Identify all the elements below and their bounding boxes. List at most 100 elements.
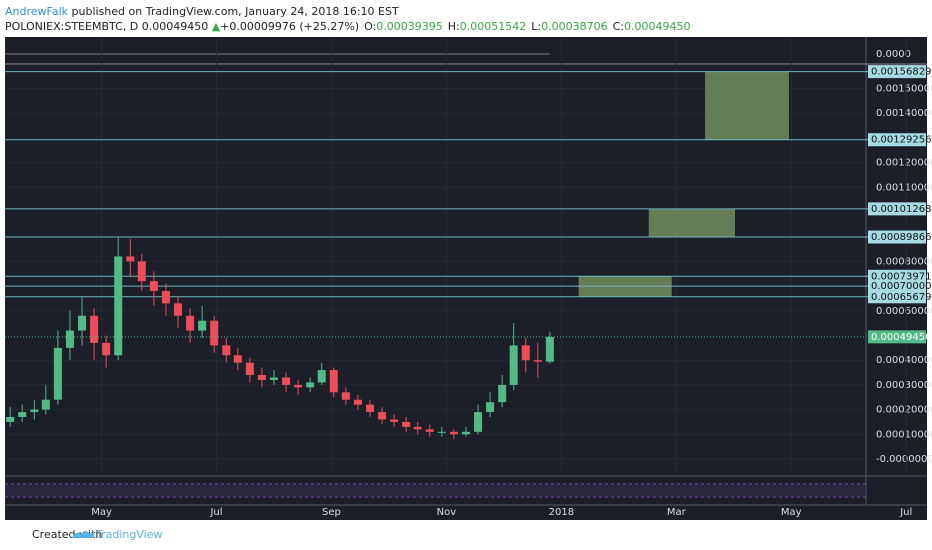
candle-body [378, 412, 387, 420]
candle-body [114, 256, 123, 356]
y-tick-label: 0.00060000 [876, 306, 932, 317]
x-tick-label: May [781, 507, 802, 518]
x-tick-label: Jul [899, 507, 912, 518]
y-tick-label: 0.00040000 [876, 355, 932, 366]
ohlc-value: 0.00038706 [541, 20, 607, 33]
candle-body [78, 315, 87, 331]
change: +0.00009976 (+25.27%) [220, 20, 359, 33]
x-tick-label: Sep [322, 507, 341, 518]
candle-body [425, 429, 434, 432]
logo [72, 531, 94, 538]
level-label-bg [868, 279, 926, 293]
x-tick-label: Mar [667, 507, 687, 518]
candle-body [222, 345, 231, 356]
level-label: 0.00073971 [871, 271, 931, 282]
x-tick-label: Jul [209, 507, 222, 518]
ohlc-label: H: [448, 20, 460, 33]
candle-body [317, 370, 326, 383]
y-tick-label: -0.00000000 [876, 454, 932, 465]
pane-label: 0.0000 [876, 49, 911, 60]
y-tick-label: 0.00150000 [876, 83, 932, 94]
candle-body [257, 375, 266, 380]
candle-body [137, 261, 146, 282]
ohlc-value: 0.00051542 [460, 20, 526, 33]
candle-body [365, 404, 374, 413]
candle-body [306, 382, 315, 388]
ohlc-label: C: [613, 20, 624, 33]
candle-body [102, 342, 111, 356]
candle-body [126, 256, 135, 262]
candle-body [413, 426, 422, 430]
candle-body [437, 431, 446, 433]
indicator-fill [5, 484, 866, 497]
level-label-bg [868, 290, 926, 304]
y-tick-label: 0.00080000 [876, 256, 932, 267]
candle-body [90, 315, 99, 343]
candle-body [390, 419, 399, 422]
candle-body [65, 330, 74, 348]
level-label: 0.00065679 [871, 292, 931, 303]
candle-body [353, 399, 362, 405]
level-label-bg [868, 230, 926, 244]
header-line: POLONIEX:STEEMBTC, D 0.00049450 ▲+0.0000… [5, 20, 690, 33]
y-tick-label: 0.00030000 [876, 380, 932, 391]
candle-body [498, 384, 507, 403]
y-tick-label: 0.00020000 [876, 405, 932, 416]
candle-body [282, 377, 291, 385]
last-price-bg [868, 330, 926, 344]
candle-body [174, 303, 183, 316]
ohlc-label: L: [531, 20, 541, 33]
x-tick-label: 2018 [549, 507, 574, 518]
ohlc-value: 0.00039395 [376, 20, 442, 33]
candle-body [509, 345, 518, 385]
candle-body [41, 399, 50, 410]
candle-body [402, 421, 411, 427]
candle-body [474, 412, 483, 432]
candle-body [486, 402, 495, 413]
level-label: 0.00156829 [871, 67, 931, 78]
price: 0.00049450 [142, 20, 208, 33]
candle-body [329, 370, 338, 393]
level-label: 0.00101268 [871, 204, 931, 215]
level-label-bg [868, 202, 926, 216]
level-label: 0.00070000 [871, 281, 931, 292]
candle-body [545, 336, 554, 362]
candle-body [6, 417, 15, 422]
candle-body [245, 362, 254, 376]
level-label-bg [868, 269, 926, 283]
header-line: AndrewFalk published on TradingView.com,… [5, 5, 399, 18]
y-tick-label: 0.00140000 [876, 108, 932, 119]
candle-body [161, 291, 170, 304]
ohlc-value: 0.00049450 [624, 20, 690, 33]
symbol: POLONIEX:STEEMBTC, D [5, 20, 138, 33]
candle-body [269, 377, 278, 380]
footer-brand: TradingView [95, 528, 162, 541]
candle-body [461, 431, 470, 435]
target-box [648, 208, 735, 238]
candle-body [533, 360, 542, 362]
level-label-bg [868, 133, 926, 147]
candle-body [53, 347, 62, 400]
x-tick-label: May [91, 507, 112, 518]
candle-body [149, 281, 158, 292]
candle-body [30, 409, 39, 413]
candle-body [449, 431, 458, 435]
y-tick-label: 0.00010000 [876, 429, 932, 440]
candle-body [341, 392, 350, 400]
level-label-bg [868, 65, 926, 79]
candle-body [198, 320, 207, 331]
target-box [705, 71, 789, 140]
x-tick-label: Nov [437, 507, 457, 518]
candle-body [18, 412, 27, 418]
y-tick-label: 0.00120000 [876, 158, 932, 169]
candle-body [294, 384, 303, 388]
arrow: ▲ [212, 20, 221, 33]
published: published on TradingView.com, January 24… [72, 5, 399, 18]
author[interactable]: AndrewFalk [5, 5, 69, 18]
y-tick-label: 0.00110000 [876, 182, 932, 193]
level-label: 0.00089866 [871, 232, 931, 243]
candle-body [233, 355, 242, 363]
level-label: 0.00129256 [871, 135, 931, 146]
candle-body [210, 320, 219, 346]
